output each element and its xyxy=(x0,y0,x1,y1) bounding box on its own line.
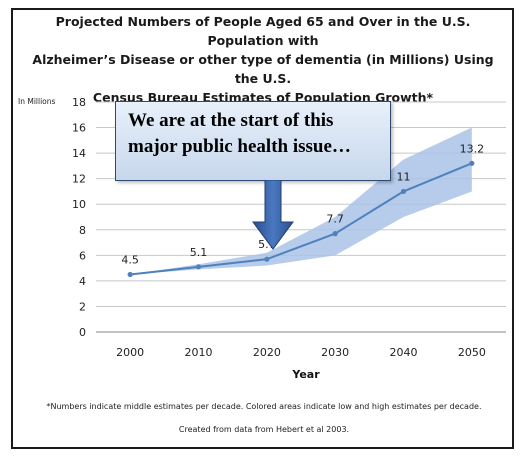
source-note: Created from data from Hebert et al 2003… xyxy=(178,425,350,434)
x-tick-label: 2030 xyxy=(321,346,349,359)
series-line xyxy=(127,160,475,278)
y-tick-label: 2 xyxy=(79,300,86,313)
data-label: 11 xyxy=(397,170,411,183)
data-label: 13.2 xyxy=(460,142,485,155)
y-tick-label: 18 xyxy=(72,96,86,109)
data-point xyxy=(400,188,407,195)
x-tick-label: 2040 xyxy=(390,346,418,359)
callout-line-2: major public health issue… xyxy=(128,136,351,157)
data-point xyxy=(127,271,133,278)
y-tick-label: 8 xyxy=(79,224,86,237)
y-tick-label: 0 xyxy=(79,326,86,339)
estimate-band-area xyxy=(130,127,472,275)
data-point xyxy=(264,256,270,262)
data-label: 5.1 xyxy=(190,246,208,259)
data-point xyxy=(195,264,202,270)
data-label: 4.5 xyxy=(121,254,139,267)
callout-box: We are at the start of this major public… xyxy=(115,101,391,181)
y-axis-ticks: 0 2 4 6 8 10 12 14 16 18 xyxy=(72,96,86,339)
estimate-band xyxy=(130,127,472,275)
down-arrow-icon xyxy=(252,180,294,250)
y-tick-label: 10 xyxy=(72,198,86,211)
series-polyline xyxy=(130,162,473,276)
y-tick-label: 16 xyxy=(72,122,86,135)
x-axis-label: Year xyxy=(291,368,320,381)
x-tick-label: 2000 xyxy=(116,346,144,359)
data-label: 7.7 xyxy=(326,213,344,226)
y-tick-label: 4 xyxy=(79,275,86,288)
x-tick-label: 2020 xyxy=(253,346,281,359)
y-tick-label: 12 xyxy=(72,173,86,186)
title-line-1: Projected Numbers of People Aged 65 and … xyxy=(55,14,471,48)
callout-line-1: We are at the start of this xyxy=(128,110,334,131)
data-point xyxy=(332,231,338,237)
y-tick-label: 6 xyxy=(79,249,86,262)
x-tick-label: 2050 xyxy=(458,346,486,359)
x-tick-label: 2010 xyxy=(185,346,213,359)
title-line-2: Alzheimer’s Disease or other type of dem… xyxy=(32,52,494,86)
y-axis-label: In Millions xyxy=(18,97,55,106)
footnote: *Numbers indicate middle estimates per d… xyxy=(46,402,482,411)
x-axis-ticks: 2000 2010 2020 2030 2040 2050 xyxy=(116,346,486,359)
data-point xyxy=(469,160,475,166)
y-tick-label: 14 xyxy=(72,147,86,160)
